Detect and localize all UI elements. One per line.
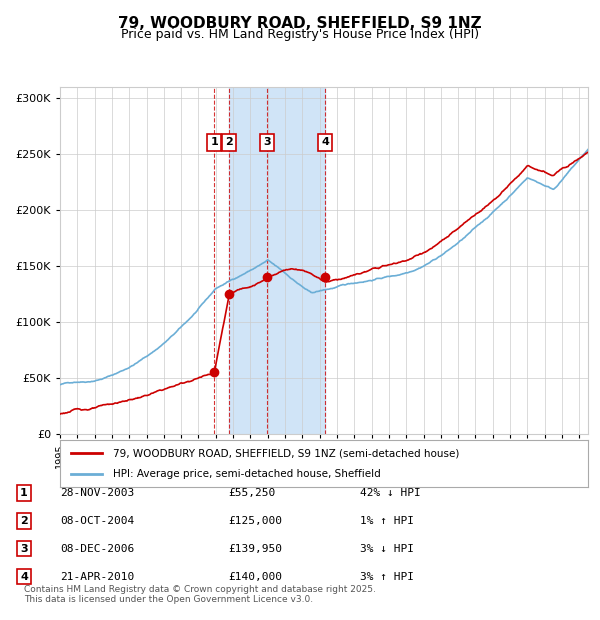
Text: 1% ↑ HPI: 1% ↑ HPI: [360, 516, 414, 526]
Text: Contains HM Land Registry data © Crown copyright and database right 2025.
This d: Contains HM Land Registry data © Crown c…: [24, 585, 376, 604]
Text: 2: 2: [225, 138, 233, 148]
Text: 79, WOODBURY ROAD, SHEFFIELD, S9 1NZ: 79, WOODBURY ROAD, SHEFFIELD, S9 1NZ: [118, 16, 482, 30]
Text: 28-NOV-2003: 28-NOV-2003: [60, 488, 134, 498]
Text: 1: 1: [211, 138, 218, 148]
Text: £125,000: £125,000: [228, 516, 282, 526]
Text: HPI: Average price, semi-detached house, Sheffield: HPI: Average price, semi-detached house,…: [113, 469, 380, 479]
Text: 2: 2: [20, 516, 28, 526]
Bar: [229, 87, 266, 434]
Text: 4: 4: [20, 572, 28, 582]
Text: 08-OCT-2004: 08-OCT-2004: [60, 516, 134, 526]
Text: £55,250: £55,250: [228, 488, 275, 498]
Bar: [266, 87, 325, 434]
Text: 42% ↓ HPI: 42% ↓ HPI: [360, 488, 421, 498]
Text: 3: 3: [20, 544, 28, 554]
Text: 4: 4: [321, 138, 329, 148]
Text: £140,000: £140,000: [228, 572, 282, 582]
Text: 3% ↑ HPI: 3% ↑ HPI: [360, 572, 414, 582]
Text: 3% ↓ HPI: 3% ↓ HPI: [360, 544, 414, 554]
Text: 1: 1: [20, 488, 28, 498]
Text: 08-DEC-2006: 08-DEC-2006: [60, 544, 134, 554]
Text: 79, WOODBURY ROAD, SHEFFIELD, S9 1NZ (semi-detached house): 79, WOODBURY ROAD, SHEFFIELD, S9 1NZ (se…: [113, 448, 459, 458]
Text: Price paid vs. HM Land Registry's House Price Index (HPI): Price paid vs. HM Land Registry's House …: [121, 28, 479, 41]
Text: 3: 3: [263, 138, 271, 148]
Text: 21-APR-2010: 21-APR-2010: [60, 572, 134, 582]
Text: £139,950: £139,950: [228, 544, 282, 554]
